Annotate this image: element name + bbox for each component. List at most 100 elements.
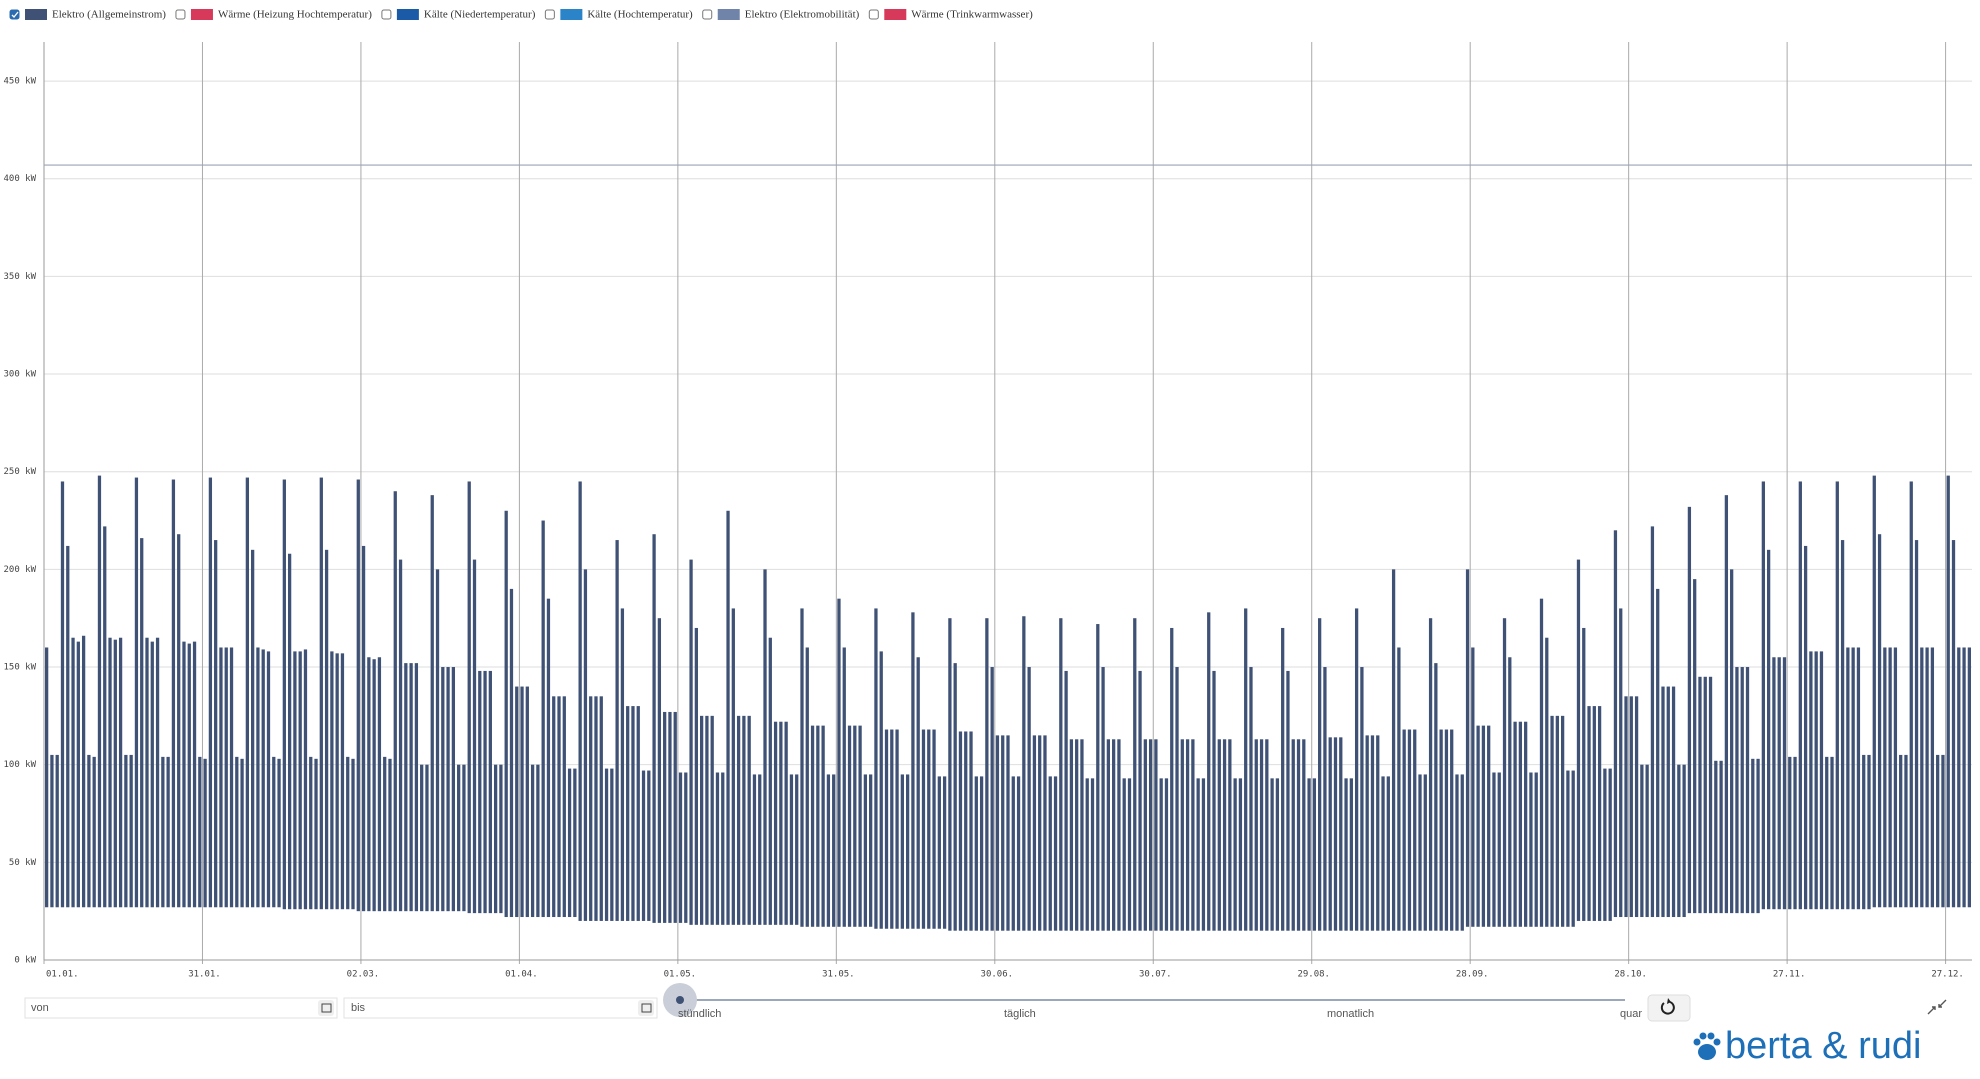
day-range-bar [1096, 624, 1100, 931]
day-range-bar [821, 725, 825, 927]
day-range-bar [192, 641, 197, 908]
day-range-bar [1085, 778, 1089, 931]
legend-item[interactable]: Elektro (Elektromobilität) [702, 9, 860, 21]
day-range-bar [1122, 778, 1126, 931]
resolution-label[interactable]: monatlich [1327, 1008, 1374, 1020]
day-range-bar [1281, 627, 1285, 931]
day-range-bar [71, 637, 75, 908]
day-range-bar [103, 526, 107, 908]
day-range-bar [758, 774, 762, 925]
legend-checkbox[interactable] [544, 9, 555, 20]
day-range-bar [1645, 764, 1649, 918]
day-range-bar [1524, 721, 1528, 927]
legend-checkbox[interactable] [175, 9, 186, 20]
day-range-bar [948, 618, 952, 931]
day-range-bar [340, 653, 345, 910]
day-range-bar [536, 764, 540, 918]
day-range-bar [1201, 778, 1206, 931]
day-range-bar [1296, 739, 1301, 931]
day-range-bar [97, 475, 102, 908]
resolution-label[interactable]: quar [1620, 1008, 1642, 1020]
date-to-input[interactable] [343, 997, 658, 1019]
day-range-bar [916, 657, 920, 929]
day-range-bar [1555, 715, 1559, 927]
day-range-bar [1682, 764, 1686, 918]
day-range-bar [1508, 657, 1512, 927]
day-range-bar [356, 479, 360, 912]
day-range-bar [1946, 475, 1950, 908]
y-tick-label: 450 kW [3, 77, 36, 87]
day-range-bar [1957, 647, 1961, 908]
legend-label: Kälte (Niedertemperatur) [424, 9, 536, 21]
day-range-bar [1101, 667, 1105, 931]
x-tick-label: 27.12. [1931, 970, 1964, 980]
day-range-bar [425, 764, 429, 912]
day-range-bar [435, 569, 440, 912]
legend-swatch [884, 9, 907, 20]
legend-item[interactable]: Wärme (Trinkwarmwasser) [868, 9, 1033, 21]
day-range-bar [266, 651, 271, 908]
day-range-bar [1217, 739, 1221, 931]
day-range-bar [1571, 770, 1575, 927]
day-range-bar [1608, 768, 1612, 921]
day-range-bar [1851, 647, 1855, 910]
day-range-bar [552, 696, 556, 918]
calendar-button[interactable] [318, 1000, 334, 1016]
day-range-bar [953, 663, 957, 931]
day-range-bar [1840, 540, 1845, 910]
day-range-bar [684, 772, 688, 923]
day-range-bar [652, 534, 656, 923]
day-range-bar [1048, 776, 1052, 931]
day-range-bar [736, 715, 741, 925]
legend-checkbox[interactable] [381, 9, 392, 20]
legend-checkbox[interactable] [868, 9, 879, 20]
day-range-bar [177, 534, 181, 908]
day-range-bar [214, 540, 218, 908]
slider-knob[interactable] [676, 996, 684, 1004]
day-range-bar [1846, 647, 1850, 910]
day-range-bar [895, 729, 899, 929]
resolution-label[interactable]: stündlich [678, 1008, 721, 1020]
legend-item[interactable]: Kälte (Hochtemperatur) [544, 9, 693, 21]
day-range-bar [1962, 647, 1966, 908]
x-tick-label: 01.05. [664, 970, 697, 980]
legend-item[interactable]: Kälte (Niedertemperatur) [381, 9, 536, 21]
day-range-bar [520, 686, 524, 918]
date-from-input[interactable] [24, 997, 338, 1019]
day-range-bar [113, 639, 117, 908]
day-range-bar [715, 772, 720, 925]
day-range-bar [1154, 739, 1158, 931]
reset-button[interactable] [1647, 994, 1691, 1022]
calendar-button[interactable] [638, 1000, 654, 1016]
day-range-bar [182, 641, 186, 908]
day-range-bar [1582, 627, 1586, 921]
day-range-bar [1856, 647, 1861, 910]
day-range-bar [995, 735, 1000, 931]
day-range-bar [1259, 739, 1264, 931]
day-range-bar [493, 764, 498, 914]
day-range-bar [1027, 667, 1031, 931]
day-range-bar [1391, 569, 1396, 931]
legend-checkbox[interactable] [702, 9, 713, 20]
day-range-bar [1191, 739, 1195, 931]
day-range-bar [1354, 608, 1359, 931]
day-range-bar [1386, 776, 1390, 931]
day-range-bar [673, 711, 677, 923]
day-range-bar [409, 663, 413, 912]
day-range-bar [969, 731, 973, 931]
legend-item[interactable]: Elektro (Allgemeinstrom) [9, 9, 166, 21]
day-range-bar [404, 663, 408, 912]
collapse-icon[interactable] [1927, 999, 1947, 1015]
day-range-bar [1133, 618, 1137, 931]
legend-checkbox[interactable] [9, 9, 20, 20]
day-range-bar [1159, 778, 1163, 931]
day-range-bar [1529, 772, 1533, 927]
legend-item[interactable]: Wärme (Heizung Hochtemperatur) [175, 9, 372, 21]
day-range-bar [66, 545, 70, 908]
resolution-label[interactable]: täglich [1004, 1008, 1036, 1020]
day-range-bar [1534, 772, 1538, 927]
day-range-bar [705, 715, 709, 925]
day-range-bar [60, 481, 65, 908]
day-range-bar [668, 711, 672, 923]
day-range-bar [367, 657, 371, 912]
